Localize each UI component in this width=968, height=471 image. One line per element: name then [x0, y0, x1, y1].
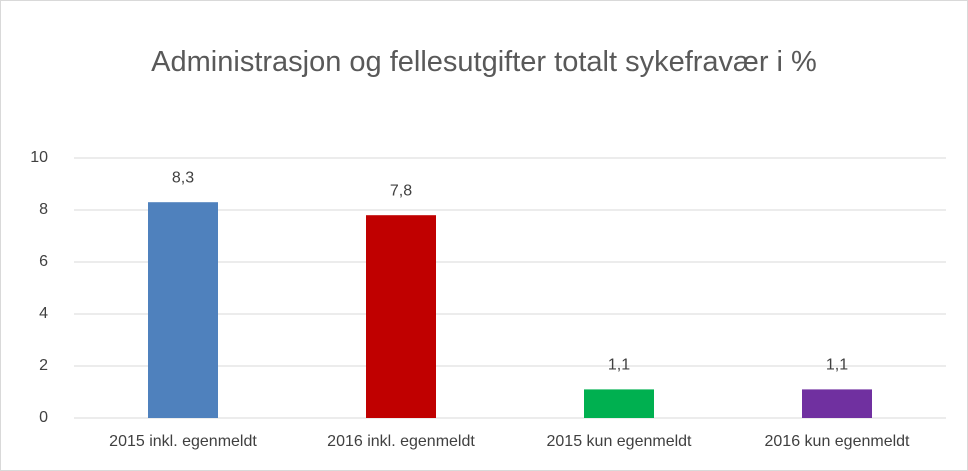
value-label: 1,1 [608, 357, 630, 374]
x-tick-label: 2016 kun egenmeldt [765, 433, 911, 450]
y-tick-label: 4 [39, 305, 48, 322]
value-label: 1,1 [826, 357, 848, 374]
bar [148, 202, 218, 418]
bar [584, 389, 654, 418]
x-tick-label: 2016 inkl. egenmeldt [327, 433, 475, 450]
x-tick-label: 2015 inkl. egenmeldt [109, 433, 257, 450]
y-tick-label: 8 [39, 201, 48, 218]
x-tick-label: 2015 kun egenmeldt [547, 433, 693, 450]
y-tick-label: 2 [39, 357, 48, 374]
chart-title: Administrasjon og fellesutgifter totalt … [151, 46, 817, 78]
bar [802, 389, 872, 418]
bar [366, 215, 436, 418]
y-tick-label: 10 [30, 149, 48, 166]
y-tick-label: 6 [39, 253, 48, 270]
value-label: 7,8 [390, 182, 412, 199]
value-label: 8,3 [172, 169, 194, 186]
y-tick-label: 0 [39, 409, 48, 426]
